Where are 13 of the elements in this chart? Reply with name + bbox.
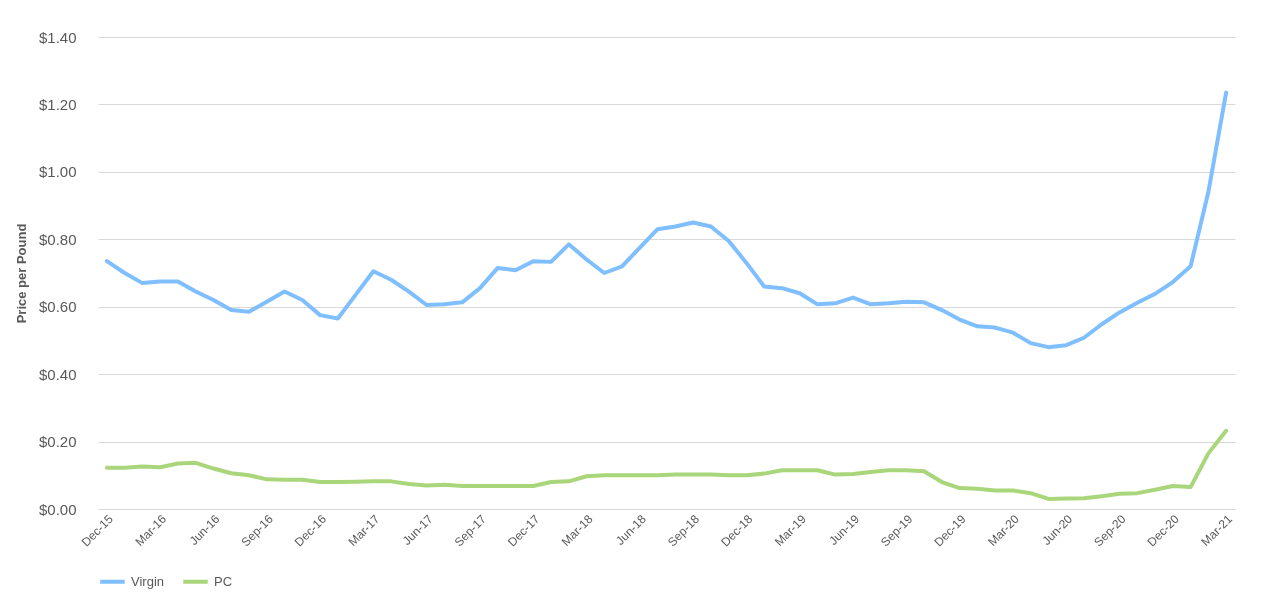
line-series bbox=[104, 428, 1229, 501]
y-tick-label: $1.40 bbox=[38, 28, 77, 46]
y-tick-label: $1.00 bbox=[38, 163, 77, 181]
line-series bbox=[104, 90, 1229, 350]
y-tick-label: $0.00 bbox=[38, 500, 77, 518]
legend-label: PC bbox=[214, 573, 233, 589]
y-tick-label: $1.20 bbox=[38, 95, 77, 113]
legend-label: Virgin bbox=[131, 573, 165, 589]
y-axis-title: Price per Pound bbox=[13, 223, 29, 324]
y-tick-label: $0.60 bbox=[38, 298, 77, 316]
y-tick-label: $0.40 bbox=[38, 365, 77, 383]
y-tick-label: $0.80 bbox=[38, 230, 77, 248]
y-tick-label: $0.20 bbox=[38, 433, 77, 451]
